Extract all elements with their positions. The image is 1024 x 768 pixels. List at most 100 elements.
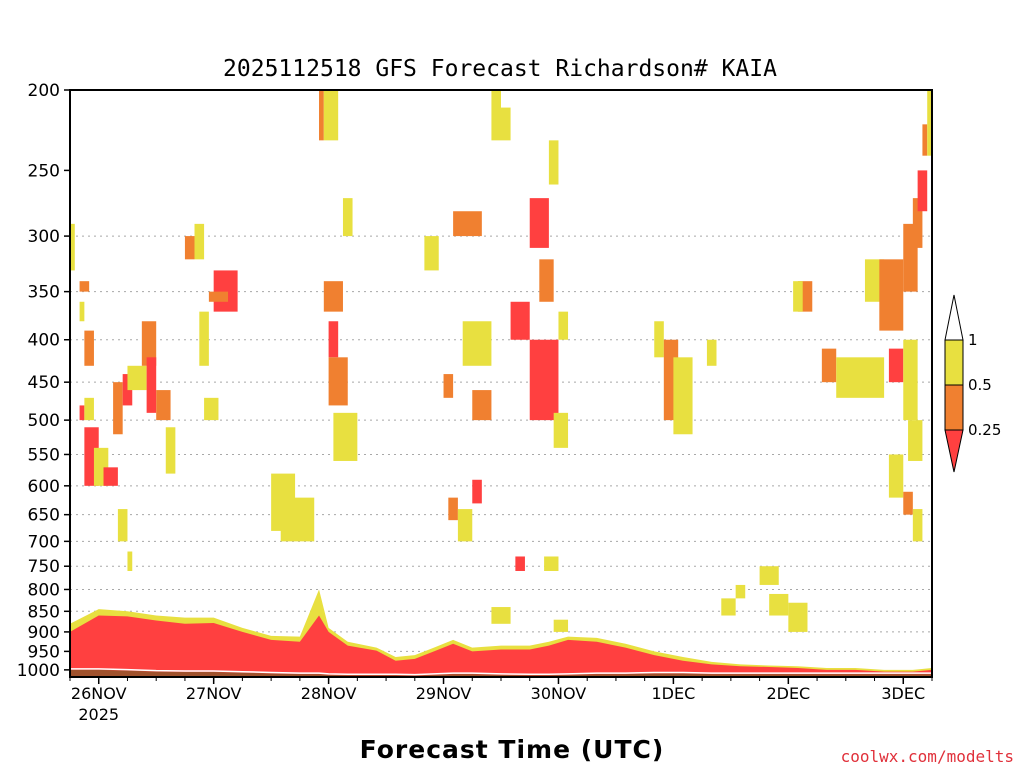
x-tick-label: 30NOV — [531, 684, 587, 703]
y-tick-label: 650 — [28, 506, 60, 526]
richardson-cell — [788, 602, 808, 632]
richardson-cell — [759, 566, 779, 585]
ground-fill — [70, 669, 932, 677]
richardson-cell — [472, 390, 492, 421]
richardson-cell — [515, 556, 525, 571]
richardson-cell — [888, 454, 904, 498]
richardson-cell — [721, 598, 736, 616]
richardson-cell — [79, 281, 90, 292]
y-tick-label: 900 — [28, 623, 60, 643]
legend-label: 0.25 — [968, 421, 1001, 439]
x-axis: 26NOV 2025 27NOV 28NOV 29NOV 30NOV 1DEC 2DEC 3DE… — [69, 677, 933, 724]
y-tick-label: 600 — [28, 477, 60, 497]
y-tick-label: 400 — [28, 331, 60, 351]
richardson-cell — [654, 321, 664, 358]
richardson-cell — [491, 90, 501, 141]
richardson-cell — [903, 339, 918, 421]
ground-top-line — [70, 668, 932, 676]
legend-segment-above-1 — [944, 294, 964, 341]
richardson-cell — [673, 357, 693, 435]
richardson-cell — [84, 397, 94, 421]
x-axis-label: Forecast Time (UTC) — [360, 735, 665, 764]
richardson-cell — [70, 223, 75, 271]
richardson-cell — [472, 479, 482, 504]
richardson-cell — [908, 420, 923, 461]
y-tick-label: 950 — [28, 642, 60, 662]
x-tick-label: 29NOV — [416, 684, 472, 703]
richardson-cell — [879, 259, 904, 331]
richardson-cell — [208, 291, 229, 302]
legend-label: 1 — [968, 331, 978, 349]
ground-layer — [70, 668, 932, 677]
richardson-cell — [553, 619, 569, 632]
legend-segment-below-0-25 — [944, 429, 964, 473]
richardson-cell — [453, 211, 482, 237]
richardson-cell — [735, 584, 746, 599]
y-tick-label: 350 — [28, 283, 60, 303]
richardson-cell — [529, 339, 559, 421]
y-tick-label: 1000 — [17, 661, 60, 681]
x-tick-label: 2DEC — [766, 684, 810, 703]
richardson-cell — [127, 551, 133, 571]
y-tick-label: 800 — [28, 580, 60, 600]
richardson-cell — [558, 311, 569, 340]
richardson-cell — [769, 593, 789, 616]
x-tick-label: 27NOV — [186, 684, 242, 703]
richardson-cell — [706, 339, 717, 366]
richardson-cell — [529, 198, 549, 248]
richardson-cell — [544, 556, 559, 571]
richardson-cell — [319, 90, 324, 141]
y-tick-label: 250 — [28, 161, 60, 181]
y-axis: 200 250 300 350 400 450 500 550 600 650 700 750 8008… — [17, 81, 70, 681]
richardson-cell — [141, 321, 157, 366]
richardson-cell — [113, 382, 123, 435]
chart-title: 2025112518 GFS Forecast Richardson# KAIA — [223, 56, 777, 82]
richardson-cell — [912, 509, 923, 542]
x-tick-label: 28NOV — [301, 684, 357, 703]
richardson-cell — [79, 405, 85, 421]
richardson-cell — [328, 321, 339, 358]
richardson-cell — [184, 236, 195, 260]
surface-layer — [70, 589, 932, 677]
y-tick-label: 300 — [28, 227, 60, 247]
richardson-cell — [917, 170, 928, 212]
richardson-cell — [912, 198, 923, 248]
richardson-cell — [84, 330, 94, 366]
y-tick-label: 450 — [28, 373, 60, 393]
richardson-cell — [204, 397, 219, 421]
credit-text: coolwx.com/modelts — [841, 747, 1014, 766]
richardson-cell — [457, 509, 473, 542]
richardson-cell — [165, 427, 176, 474]
richardson-cell — [927, 90, 932, 156]
richardson-cells — [70, 90, 932, 632]
richardson-cell — [903, 491, 913, 515]
richardson-cell — [548, 140, 559, 185]
richardson-cell — [539, 259, 554, 302]
plot-area — [70, 90, 932, 677]
richardson-cell — [510, 301, 530, 340]
x-tick-label: 26NOV — [71, 684, 127, 703]
richardson-cell — [342, 198, 353, 237]
richardson-cell — [922, 124, 928, 156]
richardson-cell — [328, 357, 348, 406]
richardson-cell — [280, 497, 315, 542]
richardson-cell — [79, 301, 85, 322]
richardson-cell — [793, 281, 803, 312]
richardson-cell — [323, 281, 343, 312]
richardson-cell — [836, 357, 885, 398]
richardson-cell — [888, 348, 904, 383]
x-tick-sublabel: 2025 — [78, 705, 119, 724]
richardson-cell — [491, 607, 511, 624]
x-tick-label: 1DEC — [652, 684, 696, 703]
y-tick-label: 700 — [28, 532, 60, 552]
richardson-cell — [424, 236, 439, 271]
richardson-cell — [553, 412, 569, 448]
richardson-cell — [462, 321, 492, 366]
richardson-cell — [199, 311, 209, 366]
y-tick-label: 550 — [28, 445, 60, 465]
x-tick-label: 3DEC — [881, 684, 925, 703]
y-tick-label: 500 — [28, 411, 60, 431]
plot-background — [70, 90, 932, 677]
richardson-cell — [194, 223, 205, 260]
